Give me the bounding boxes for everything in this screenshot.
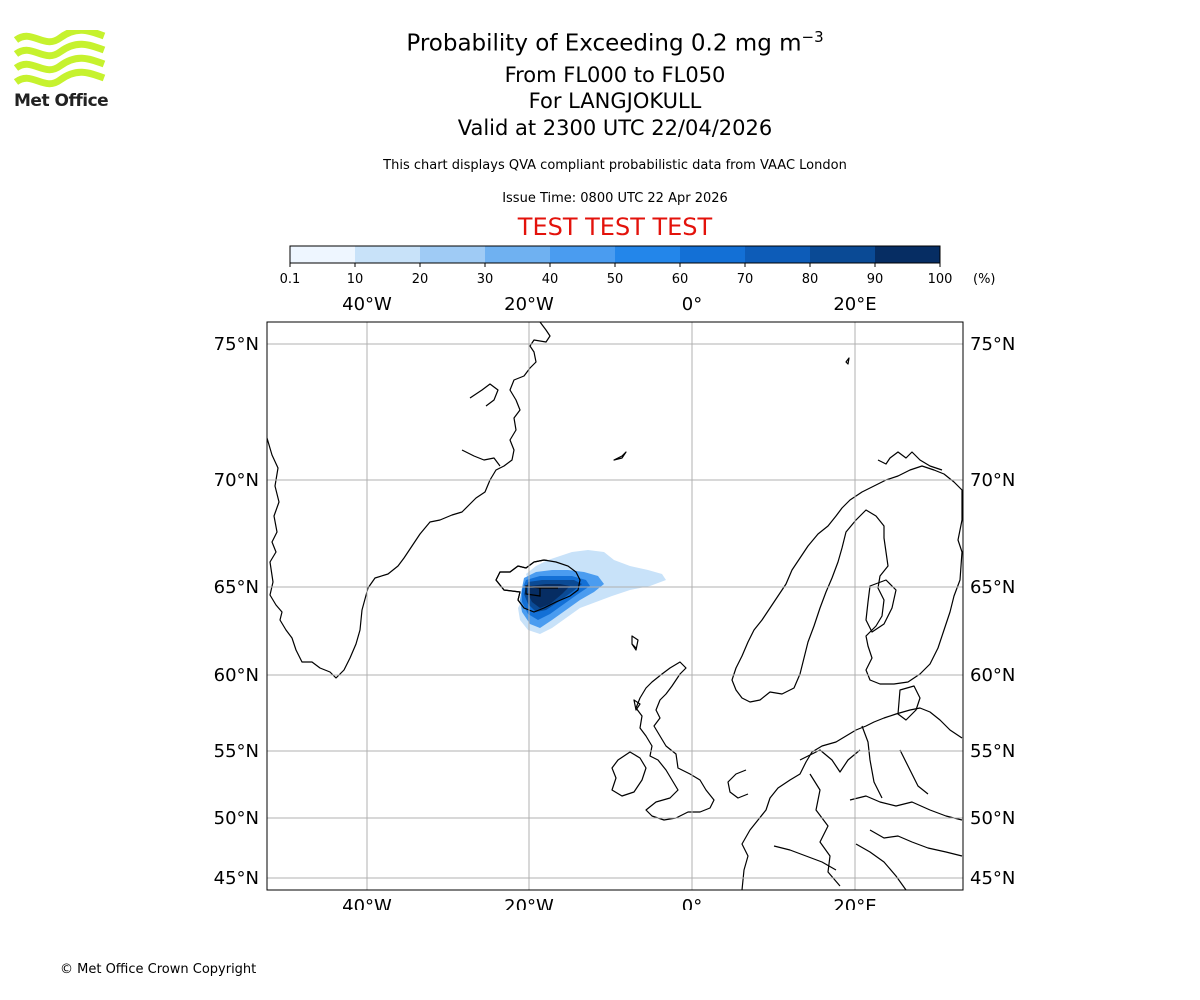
lat-label-left: 75°N <box>214 334 259 355</box>
location: For LANGJOKULL <box>528 89 702 113</box>
logo-wordmark: Met Office <box>14 91 109 111</box>
map: 40°W 20°W 0° 20°E 40°W 20°W 0° 20°E 75°N… <box>214 294 1016 910</box>
lat-label-right: 65°N <box>970 577 1015 598</box>
compliance-note: This chart displays QVA compliant probab… <box>383 158 847 173</box>
lat-label-left: 65°N <box>214 577 259 598</box>
coastline-continent <box>741 707 963 890</box>
lon-label-top: 0° <box>682 294 702 315</box>
lon-label-top: 40°W <box>342 294 392 315</box>
lon-label-bottom: 40°W <box>342 896 392 910</box>
lat-label-left: 45°N <box>214 868 259 889</box>
colorbar-swatch <box>485 246 551 263</box>
lon-label-top: 20°W <box>504 294 554 315</box>
met-office-logo <box>14 30 106 88</box>
colorbar-tick-label: 70 <box>737 272 754 287</box>
colorbar-swatch <box>550 246 616 263</box>
coastline-greenland <box>267 322 551 679</box>
colorbar-swatch <box>290 246 356 263</box>
valid-time: Valid at 2300 UTC 22/04/2026 <box>457 116 773 140</box>
colorbar-swatch <box>420 246 486 263</box>
colorbar-tick-label: 0.1 <box>280 272 301 287</box>
map-frame <box>266 321 964 891</box>
lat-label-left: 50°N <box>214 808 259 829</box>
lon-label-bottom: 0° <box>682 896 702 910</box>
colorbar-swatch <box>680 246 746 263</box>
colorbar-unit: (%) <box>973 272 996 287</box>
lat-label-left: 55°N <box>214 741 259 762</box>
colorbar-tick-label: 20 <box>412 272 429 287</box>
gridlines <box>267 322 963 890</box>
colorbar-swatch <box>355 246 421 263</box>
lat-label-left: 70°N <box>214 470 259 491</box>
lat-label-right: 45°N <box>970 868 1015 889</box>
colorbar-swatch <box>745 246 811 263</box>
colorbar-tick-label: 60 <box>672 272 689 287</box>
colorbar-tick-label: 90 <box>867 272 884 287</box>
coastline-britain <box>635 661 715 821</box>
flight-levels: From FL000 to FL050 <box>504 63 726 87</box>
lon-label-bottom: 20°E <box>833 896 876 910</box>
colorbar-tick-label: 100 <box>928 272 953 287</box>
test-banner: TEST TEST TEST <box>517 213 713 241</box>
colorbar-tick-label: 40 <box>542 272 559 287</box>
colorbar-tick-label: 50 <box>607 272 624 287</box>
colorbar-swatch <box>810 246 876 263</box>
coastline-scandinavia <box>731 465 963 703</box>
coastline-ireland <box>611 751 647 797</box>
colorbar: 0.1 10 20 30 40 50 60 70 80 90 100 (%) <box>280 245 996 287</box>
plume-level <box>528 584 570 608</box>
coastlines <box>267 322 963 890</box>
lon-label-bottom: 20°W <box>504 896 554 910</box>
colorbar-tick-label: 10 <box>347 272 364 287</box>
lat-label-right: 70°N <box>970 470 1015 491</box>
chart-title: Probability of Exceeding 0.2 mg m−3 <box>406 28 824 57</box>
colorbar-tick-label: 80 <box>802 272 819 287</box>
issue-time: Issue Time: 0800 UTC 22 Apr 2026 <box>502 191 728 206</box>
copyright: © Met Office Crown Copyright <box>60 962 257 977</box>
lat-label-left: 60°N <box>214 665 259 686</box>
lat-label-right: 75°N <box>970 334 1015 355</box>
lon-label-top: 20°E <box>833 294 876 315</box>
colorbar-tick-label: 30 <box>477 272 494 287</box>
lat-label-right: 50°N <box>970 808 1015 829</box>
lat-label-right: 60°N <box>970 665 1015 686</box>
colorbar-swatch <box>615 246 681 263</box>
lat-label-right: 55°N <box>970 741 1015 762</box>
colorbar-swatch <box>875 246 941 263</box>
